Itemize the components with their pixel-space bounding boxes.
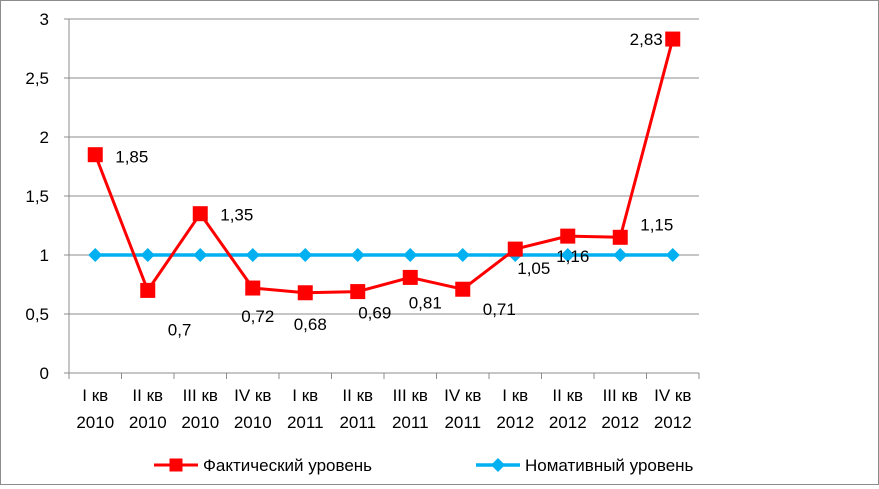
point-actual-7 [455,281,471,297]
x-tick-label-year-4: 2011 [287,413,324,432]
data-label-actual-2: 1,35 [220,206,253,225]
data-label-actual-11: 2,83 [630,30,663,49]
series [87,31,681,301]
y-tick-label-1: 0,5 [25,305,49,324]
y-tick-label-4: 2 [40,128,49,147]
point-actual-1 [140,282,156,298]
point-normative-11 [665,248,680,262]
x-tick-label-quarter-2: III кв [183,386,218,405]
y-tick-labels: 0 0,5 1 1,5 2 2,5 3 [25,10,49,383]
point-actual-5 [350,284,366,300]
legend-item-normative: Номативный уровень [476,456,694,475]
legend-marker-actual [169,458,183,472]
legend-item-actual: Фактический уровень [154,456,372,475]
point-normative-4 [298,248,313,262]
y-tick-label-6: 3 [40,10,49,29]
x-tick-label-year-11: 2012 [654,413,692,432]
data-label-actual-6: 0,81 [409,293,442,312]
data-label-actual-9: 1,16 [556,247,589,266]
x-tick-label-quarter-0: I кв [82,386,108,405]
series-line-actual [93,38,675,295]
x-tick-label-year-5: 2011 [339,413,376,432]
x-tick-label-quarter-11: IV кв [654,386,691,405]
y-tick-label-0: 0 [40,364,49,383]
point-actual-8 [507,241,523,257]
point-actual-0 [87,147,103,163]
x-tick-labels: I кв 2010 II кв 2010 III кв 2010 IV кв 2010 I кв… [76,386,691,432]
point-normative-0 [88,248,103,262]
x-tick-label-year-8: 2012 [496,413,534,432]
point-actual-11 [665,31,681,47]
axes [64,18,700,379]
y-tick-label-2: 1 [40,246,49,265]
point-normative-2 [193,248,208,262]
data-labels: 1,85 0,7 1,35 0,72 0,68 0,69 0,81 0,71 1,05 1,16 1… [115,30,673,339]
point-actual-6 [402,269,418,285]
x-tick-label-year-1: 2010 [129,413,167,432]
legend-label-normative: Номативный уровень [525,456,694,475]
data-label-actual-1: 0,7 [168,320,192,339]
data-label-actual-7: 0,71 [483,300,516,319]
y-tick-label-5: 2,5 [25,69,49,88]
point-actual-3 [245,280,261,296]
legend-label-actual: Фактический уровень [203,456,372,475]
point-normative-10 [613,248,628,262]
data-label-actual-0: 1,85 [115,148,148,167]
data-label-actual-8: 1,05 [517,259,550,278]
x-tick-label-quarter-6: III кв [393,386,428,405]
point-actual-2 [192,206,208,222]
point-normative-7 [455,248,470,262]
legend: Фактический уровень Номативный уровень [154,456,694,475]
x-tick-label-quarter-7: IV кв [444,386,481,405]
legend-marker-normative [491,458,505,472]
point-normative-3 [245,248,260,262]
series-normative [88,248,680,262]
point-normative-9 [560,248,575,262]
x-tick-label-year-7: 2011 [444,413,481,432]
point-normative-1 [140,248,155,262]
x-tick-label-quarter-8: I кв [502,386,528,405]
data-label-actual-10: 1,15 [640,215,673,234]
x-tick-label-quarter-9: II кв [552,386,583,405]
point-normative-5 [350,248,365,262]
point-actual-9 [560,228,576,244]
data-label-actual-3: 0,72 [241,307,274,326]
x-tick-label-year-2: 2010 [181,413,219,432]
data-label-actual-5: 0,69 [358,304,391,323]
x-tick-label-year-3: 2010 [234,413,272,432]
point-actual-10 [612,229,628,245]
x-tick-label-year-6: 2011 [392,413,429,432]
x-tick-label-year-9: 2012 [549,413,587,432]
x-tick-label-quarter-10: III кв [603,386,638,405]
x-tick-label-quarter-3: IV кв [234,386,271,405]
y-tick-label-3: 1,5 [25,187,49,206]
x-tick-label-quarter-5: II кв [342,386,373,405]
data-label-actual-4: 0,68 [294,315,327,334]
x-tick-label-year-10: 2012 [601,413,639,432]
point-normative-6 [403,248,418,262]
series-actual [87,31,681,301]
point-actual-4 [297,285,313,301]
x-tick-label-year-0: 2010 [76,413,114,432]
x-tick-label-quarter-1: II кв [132,386,163,405]
x-tick-label-quarter-4: I кв [292,386,318,405]
